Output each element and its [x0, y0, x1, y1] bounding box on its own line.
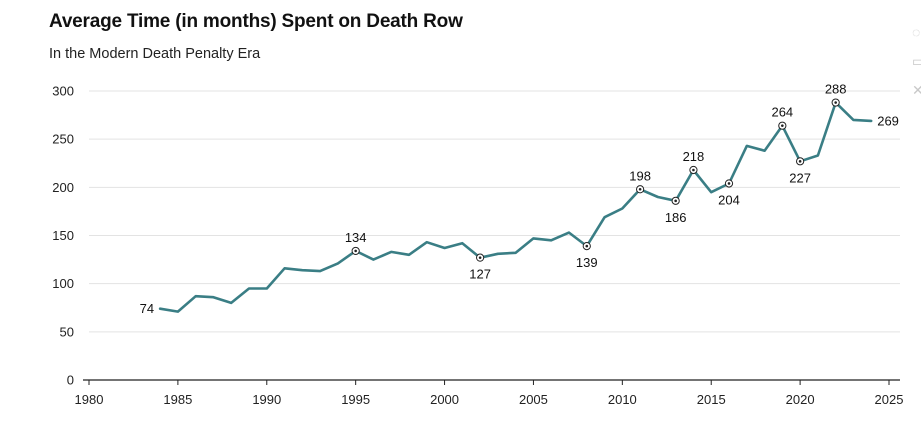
x-tick-label: 2005 — [519, 392, 548, 407]
series-layer — [158, 101, 873, 313]
data-label: 74 — [140, 301, 154, 316]
x-tick-label: 2010 — [608, 392, 637, 407]
x-tick-label: 1995 — [341, 392, 370, 407]
x-axis: 1980 1985 1990 1995 2000 2005 2010 2015 2020 2025 — [75, 379, 904, 407]
point-marker-dot — [834, 101, 837, 104]
point-marker-dot — [478, 256, 482, 259]
point-marker-dot — [781, 124, 784, 127]
data-label: 127 — [469, 267, 491, 282]
data-label: 218 — [683, 149, 705, 164]
point-marker-dot — [692, 168, 695, 172]
x-tick-label: 1990 — [252, 392, 281, 407]
series-line — [158, 101, 873, 313]
point-marker-dot — [727, 182, 731, 185]
point-marker-dot — [638, 187, 642, 191]
data-label: 264 — [771, 105, 793, 120]
point-marker-dot — [354, 249, 357, 253]
data-label: 139 — [576, 255, 598, 270]
x-tick-label: 2025 — [875, 392, 904, 407]
data-label: 204 — [718, 192, 740, 207]
data-label: 134 — [345, 230, 367, 245]
cropped-toolbar-icons: ◌ ▭ ✕ — [912, 24, 921, 98]
data-label: 227 — [789, 170, 811, 185]
y-tick-label: 100 — [52, 276, 74, 291]
y-tick-label: 250 — [52, 132, 74, 147]
y-tick-label: 0 — [67, 373, 74, 388]
data-label: 269 — [877, 113, 899, 128]
x-tick-label: 1985 — [163, 392, 192, 407]
y-tick-label: 150 — [52, 228, 74, 243]
annotation-layer: 74 134 127 139 198 186 218 204 264 227 288 269 — [140, 82, 899, 317]
data-label: 186 — [665, 210, 687, 225]
y-tick-label: 200 — [52, 180, 74, 195]
chart-subtitle: In the Modern Death Penalty Era — [49, 46, 261, 62]
data-label: 198 — [629, 168, 651, 183]
point-marker-dot — [798, 160, 802, 163]
x-tick-label: 2000 — [430, 392, 459, 407]
x-tick-label: 1980 — [75, 392, 104, 407]
y-tick-label: 50 — [60, 324, 74, 339]
y-axis: 0 50 100 150 200 250 300 — [52, 84, 74, 388]
x-tick-label: 2020 — [786, 392, 815, 407]
x-tick-label: 2015 — [697, 392, 726, 407]
y-tick-label: 300 — [52, 84, 74, 99]
grid-lines — [89, 90, 900, 333]
point-marker-dot — [674, 199, 677, 203]
chart-title: Average Time (in months) Spent on Death … — [49, 11, 463, 32]
data-label: 288 — [825, 82, 847, 97]
point-marker-dot — [585, 244, 589, 248]
